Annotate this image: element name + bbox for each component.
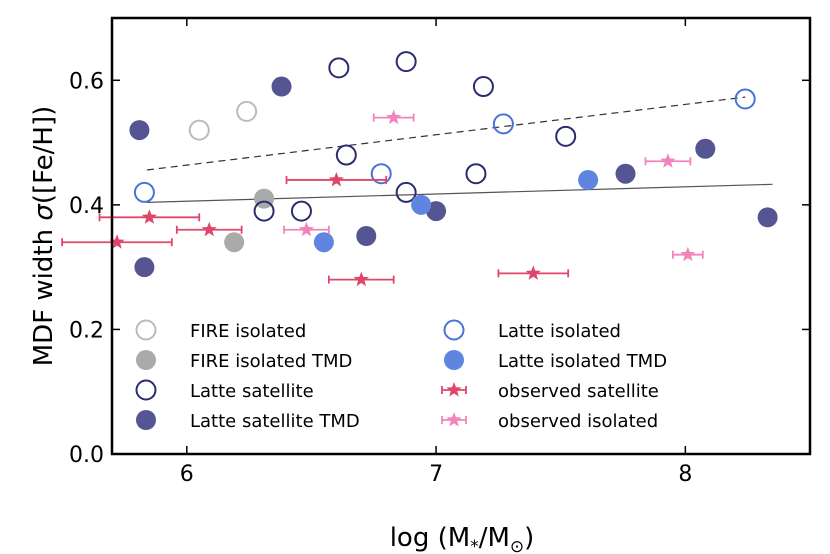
data-marks — [61, 51, 778, 287]
legend-label: observed isolated — [498, 411, 658, 432]
legend-marker — [136, 350, 156, 370]
fit-dashed-line — [146, 96, 746, 171]
circle-point — [134, 257, 155, 278]
circle-point — [695, 138, 716, 159]
circle-point — [271, 76, 292, 97]
circle-point — [335, 144, 357, 166]
circle-point — [555, 125, 577, 147]
legend-marker — [446, 412, 462, 427]
legend-item-obs_iso: observed isolated — [441, 411, 658, 432]
series-obs_iso — [283, 109, 704, 262]
legend-marker — [444, 350, 464, 370]
y-axis-title: MDF width σ([Fe/H]) — [29, 106, 59, 367]
circle-point — [129, 120, 150, 141]
fit-solid-line — [146, 183, 773, 203]
legend-item-latte_sat: Latte satellite — [135, 379, 314, 402]
star-point — [353, 271, 369, 287]
legend-marker — [135, 379, 157, 401]
circle-point — [253, 200, 275, 222]
x-axis-title: log (M*/M⊙) — [390, 523, 535, 554]
circle-point — [395, 51, 417, 73]
star-point — [201, 221, 217, 237]
star-point — [109, 234, 125, 249]
legend-marker — [443, 319, 465, 341]
legend: FIRE isolated Latte isolated FIRE isolated… — [135, 319, 667, 432]
circle-point — [472, 76, 494, 98]
x-tick-label: 8 — [678, 462, 692, 487]
legend-item-latte_iso_tmd: Latte isolated TMD — [444, 350, 667, 372]
legend-item-fire_iso: FIRE isolated — [135, 319, 306, 342]
series-fire_iso — [188, 100, 258, 141]
y-tick-label: 0.4 — [69, 194, 104, 219]
circle-point — [411, 194, 432, 215]
star-point — [386, 109, 402, 125]
legend-label: observed satellite — [498, 381, 659, 402]
y-tick-label: 0.6 — [69, 69, 104, 94]
trend-lines — [146, 96, 773, 203]
circle-point — [290, 200, 312, 222]
circle-point — [395, 181, 417, 203]
circle-point — [615, 163, 636, 184]
plot-frame — [110, 16, 812, 456]
legend-label: FIRE isolated TMD — [190, 351, 352, 372]
legend-label: Latte isolated TMD — [498, 351, 667, 372]
circle-point — [356, 226, 377, 246]
series-latte_sat — [253, 51, 577, 222]
circle-point — [465, 163, 487, 185]
circle-point — [133, 181, 155, 203]
legend-marker — [135, 319, 157, 341]
legend-label: FIRE isolated — [190, 321, 306, 342]
circle-point — [188, 119, 210, 141]
circle-point — [734, 88, 756, 110]
legend-item-latte_iso: Latte isolated — [443, 319, 621, 342]
legend-marker — [446, 382, 462, 397]
star-point — [328, 171, 344, 187]
circle-point — [224, 232, 245, 253]
circle-point — [578, 169, 599, 190]
x-tick-label: 6 — [180, 462, 194, 487]
series-latte_iso_tmd — [313, 169, 599, 253]
circle-point — [236, 100, 258, 122]
legend-item-obs_sat: observed satellite — [441, 381, 659, 402]
circle-point — [757, 207, 778, 228]
legend-marker — [136, 410, 156, 430]
circle-point — [426, 201, 447, 222]
star-point — [141, 209, 157, 224]
circle-point — [313, 232, 334, 253]
legend-label: Latte satellite — [190, 381, 314, 402]
x-tick-label: 7 — [429, 462, 443, 487]
legend-label: Latte isolated — [498, 321, 621, 342]
star-point — [525, 265, 541, 280]
star-point — [680, 246, 696, 262]
legend-item-latte_sat_tmd: Latte satellite TMD — [136, 410, 360, 432]
y-tick-label: 0.2 — [69, 318, 104, 343]
y-tick-label: 0.0 — [69, 443, 104, 468]
axis-ticks: 6 7 8 0.0 0.2 0.4 0.6 — [69, 18, 810, 487]
legend-label: Latte satellite TMD — [190, 411, 360, 432]
star-point — [660, 153, 676, 168]
circle-point — [328, 57, 350, 79]
series-latte_sat_tmd — [129, 76, 778, 278]
star-point — [298, 221, 315, 237]
circle-point — [492, 113, 514, 135]
legend-item-fire_iso_tmd: FIRE isolated TMD — [136, 350, 352, 372]
circle-point — [370, 163, 392, 185]
series-obs_sat — [61, 171, 570, 287]
series-latte_iso — [133, 88, 756, 203]
